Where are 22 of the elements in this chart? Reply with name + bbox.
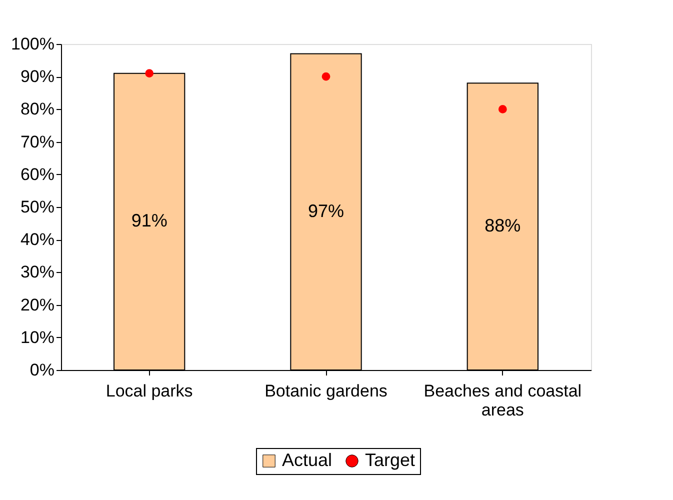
y-tick-label: 40%: [20, 230, 54, 250]
legend-label: Target: [365, 450, 416, 470]
y-tick-label: 0%: [30, 360, 54, 380]
y-tick-label: 30%: [20, 262, 54, 282]
x-tick-label: Local parks: [106, 382, 193, 400]
data-label: 91%: [131, 210, 168, 231]
legend-label: Actual: [282, 450, 332, 470]
y-tick-label: 90%: [20, 67, 54, 86]
y-tick-label: 80%: [20, 100, 54, 119]
y-tick-label: 100%: [11, 34, 54, 54]
y-tick-label: 10%: [20, 328, 54, 347]
x-tick-label: Botanic gardens: [264, 382, 388, 400]
data-label: 88%: [484, 216, 521, 236]
y-tick-label: 50%: [20, 198, 54, 216]
point: [498, 105, 507, 114]
y-tick-label: 20%: [20, 295, 54, 314]
point: [322, 72, 330, 81]
y-tick-label: 70%: [20, 132, 54, 152]
x-tick-label: Beaches and coastal areas: [424, 382, 582, 420]
point: [145, 69, 154, 78]
y-tick-label: 60%: [20, 164, 54, 184]
data-label: 97%: [308, 200, 344, 221]
